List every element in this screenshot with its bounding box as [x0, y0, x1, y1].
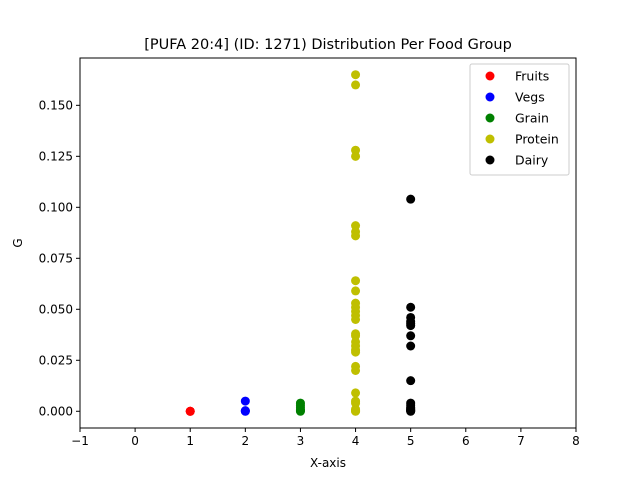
point-dairy: [406, 194, 416, 204]
point-dairy: [406, 406, 416, 416]
legend-label-fruits: Fruits: [515, 69, 549, 84]
point-grain: [295, 406, 305, 416]
point-dairy: [406, 331, 416, 341]
y-tick-label: 0.000: [39, 404, 73, 418]
point-dairy: [406, 302, 416, 312]
point-vegs: [240, 396, 250, 406]
legend-label-protein: Protein: [515, 132, 559, 147]
point-vegs: [240, 406, 250, 416]
point-protein: [351, 365, 361, 375]
point-protein: [351, 347, 361, 357]
x-tick-label: 1: [186, 434, 194, 448]
point-protein: [351, 314, 361, 324]
y-tick-label: 0.125: [39, 149, 73, 163]
x-tick-label: 5: [407, 434, 415, 448]
legend-marker-fruits: [485, 71, 495, 81]
chart-title: [PUFA 20:4] (ID: 1271) Distribution Per …: [144, 37, 512, 53]
point-dairy: [406, 376, 416, 386]
y-axis: 0.000 0.025 0.050 0.075 0.100 0.125 0.150: [39, 98, 80, 418]
x-axis-label: X-axis: [310, 456, 346, 470]
point-protein: [351, 276, 361, 286]
y-tick-label: 0.075: [39, 251, 73, 265]
y-tick-label: 0.100: [39, 200, 73, 214]
y-tick-label: 0.150: [39, 98, 73, 112]
point-protein: [351, 286, 361, 296]
point-fruits: [185, 406, 195, 416]
y-tick-label: 0.050: [39, 302, 73, 316]
point-protein: [351, 70, 361, 80]
point-protein: [351, 80, 361, 90]
x-axis: −1 0 1 2 3 4 5 6 7 8: [71, 428, 580, 448]
x-tick-label: 0: [131, 434, 139, 448]
x-tick-label: 4: [352, 434, 360, 448]
legend: Fruits Vegs Grain Protein Dairy: [469, 63, 570, 176]
x-tick-label: −1: [71, 434, 89, 448]
legend-box: [469, 63, 570, 176]
legend-marker-dairy: [485, 155, 495, 165]
x-tick-label: 3: [297, 434, 305, 448]
legend-label-vegs: Vegs: [515, 90, 545, 105]
x-tick-label: 7: [517, 434, 525, 448]
point-protein: [351, 231, 361, 241]
point-dairy: [406, 321, 416, 331]
plot-area: [79, 57, 577, 429]
legend-label-grain: Grain: [515, 111, 549, 126]
y-axis-label: G: [11, 238, 25, 247]
data-points: [185, 70, 416, 416]
legend-marker-vegs: [485, 92, 495, 102]
point-protein: [351, 388, 361, 398]
legend-marker-grain: [485, 113, 495, 123]
y-tick-label: 0.025: [39, 353, 73, 367]
point-protein: [351, 151, 361, 161]
legend-label-dairy: Dairy: [515, 153, 549, 168]
x-tick-label: 6: [462, 434, 470, 448]
x-tick-label: 2: [242, 434, 250, 448]
point-protein: [351, 406, 361, 416]
legend-marker-protein: [485, 134, 495, 144]
point-dairy: [406, 341, 416, 351]
x-tick-label: 8: [572, 434, 580, 448]
